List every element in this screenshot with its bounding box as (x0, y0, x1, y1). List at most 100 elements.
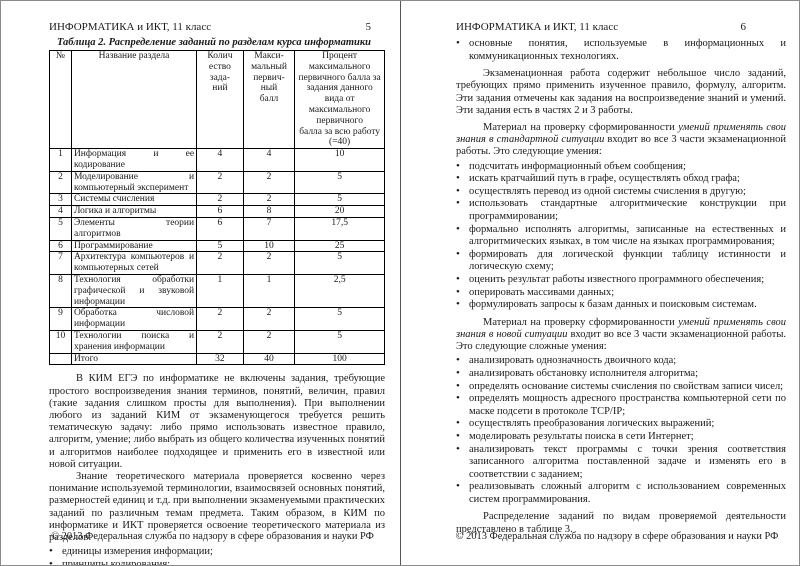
paragraph-distribution: Распределение заданий по видам проверяем… (456, 511, 786, 535)
table-cell: Технологии поиска и хранения информации (70, 329, 198, 354)
table-header-cell: Макси- мальный первич- ный балл (242, 49, 296, 150)
paragraph-text: Материал на проверку сформированности (483, 122, 679, 133)
page-header: ИНФОРМАТИКА и ИКТ, 11 класс 5 (49, 21, 385, 34)
table-cell: 5 (294, 170, 385, 195)
table-cell: 5 (196, 239, 244, 253)
table-cell: 2 (196, 170, 244, 195)
list-item: реализовывать сложный алгоритм с использ… (456, 480, 786, 506)
paragraph-exam: Экзаменационная работа содержит небольшо… (456, 68, 786, 116)
list-item: анализировать обстановку исполнителя алг… (456, 367, 786, 381)
table-cell: 4 (49, 205, 72, 218)
table-cell: 2 (242, 307, 296, 331)
paragraph-standard-skills: Материал на проверку сформированности ум… (456, 122, 786, 159)
paragraph-text: входит во все 3 части экзаменационной ра… (456, 328, 786, 353)
table-row: 6 Программирование 5 10 25 (49, 239, 385, 253)
list-item: осуществлять перевод из одной системы сч… (456, 185, 786, 199)
table-cell: Программирование (70, 239, 198, 253)
table-cell: 4 (242, 148, 296, 172)
table-cell: 10 (294, 148, 385, 172)
table-row: 3 Системы счисления 2 2 5 (49, 193, 385, 207)
table-cell: 2 (196, 251, 244, 275)
table-cell: 8 (49, 273, 72, 309)
table-cell: 10 (49, 329, 72, 354)
table-cell: 6 (196, 216, 244, 241)
table-cell: Информация и ее кодирование (70, 148, 198, 172)
list-item: подсчитать информационный объем сообщени… (456, 160, 786, 174)
table-cell: 25 (294, 239, 385, 253)
table-cell: 6 (49, 239, 72, 253)
list-item: формально исполнять алгоритмы, записанны… (456, 223, 786, 249)
standard-skills-list: подсчитать информационный объем сообщени… (456, 160, 786, 312)
table-row: 8 Технология обработки графической и зву… (49, 273, 385, 309)
list-item: анализировать однозначность двоичного ко… (456, 354, 786, 368)
table-cell (49, 352, 72, 366)
table-cell: 2 (196, 193, 244, 207)
table-header-row: № Название раздела Колич ество зада- ний… (49, 49, 385, 150)
list-item: оценить результат работы известного прог… (456, 273, 786, 287)
list-item: использовать стандартные алгоритмические… (456, 197, 786, 223)
table-row: 7 Архитектура компьютеров и компьютерных… (49, 251, 385, 275)
running-title: ИНФОРМАТИКА и ИКТ, 11 класс (49, 21, 212, 33)
paragraph-text: входит во все 3 части экзаменационной ра… (456, 134, 786, 158)
table-cell: Технология обработки графической и звуко… (70, 273, 198, 309)
table-cell: Обработка числовой информации (70, 307, 198, 331)
table-cell: Моделирование и компьютерный эксперимент (70, 170, 198, 195)
table-cell: Системы счисления (70, 193, 198, 207)
theory-sections-list: единицы измерения информации; принципы к… (49, 545, 385, 565)
table-header-cell: № (49, 49, 72, 150)
table-row: 9 Обработка числовой информации 2 2 5 (49, 307, 385, 331)
table-cell: 2 (196, 307, 244, 331)
list-item: осуществлять преобразования логических в… (456, 417, 786, 431)
table-cell: 1 (196, 273, 244, 309)
list-item: оперировать массивами данных; (456, 286, 786, 300)
table-cell: 4 (196, 148, 244, 172)
table-cell: 1 (242, 273, 296, 309)
table-row: 10 Технологии поиска и хранения информац… (49, 329, 385, 354)
table-cell: 32 (196, 352, 244, 366)
table-cell: Логика и алгоритмы (70, 205, 198, 218)
table-cell: 17,5 (294, 216, 385, 241)
distribution-table: № Название раздела Колич ество зада- ний… (49, 49, 385, 366)
table-cell: 2 (196, 329, 244, 354)
complex-skills-list: анализировать однозначность двоичного ко… (456, 354, 786, 506)
table-row: 5 Элементы теории алгоритмов 6 7 17,5 (49, 216, 385, 241)
copyright-footer: © 2013 Федеральная служба по надзору в с… (455, 531, 779, 542)
emphasized-phrase: умений применять свои знания в новой сит… (456, 316, 786, 340)
list-item: анализировать текст программы с точки зр… (456, 443, 786, 482)
table-row: 2 Моделирование и компьютерный экспериме… (49, 170, 385, 195)
table-cell: 9 (49, 307, 72, 331)
table-cell: 100 (294, 352, 385, 366)
list-item: моделировать результаты поиска в сети Ин… (456, 430, 786, 444)
table-cell: 2 (242, 193, 296, 207)
list-item: принципы кодирования; (49, 558, 385, 565)
table-cell: 2 (49, 170, 72, 195)
table-cell: 5 (49, 216, 72, 241)
table-cell: 5 (294, 193, 385, 207)
table-cell: 2,5 (294, 273, 385, 309)
list-item: определять мощность адресного пространст… (456, 392, 786, 418)
table-row: 4 Логика и алгоритмы 6 8 20 (49, 205, 385, 218)
paragraph-text: Материал на проверку сформированности (483, 316, 679, 328)
table-header-cell: Колич ество зада- ний (196, 49, 244, 150)
carryover-list: основные понятия, используемые в информа… (456, 37, 786, 63)
table-cell: 2 (242, 329, 296, 354)
table-cell: 2 (242, 251, 296, 275)
list-item: формировать для логической функции табли… (456, 248, 786, 274)
paragraph-theory: Знание теоретического материала проверяе… (49, 470, 385, 543)
page-header: ИНФОРМАТИКА и ИКТ, 11 класс 6 (456, 21, 786, 34)
table-row: 1 Информация и ее кодирование 4 4 10 (49, 148, 385, 172)
table-caption: Таблица 2. Распределение заданий по разд… (56, 37, 372, 48)
table-cell: 7 (49, 251, 72, 275)
page-5: ИНФОРМАТИКА и ИКТ, 11 класс 5 Таблица 2.… (1, 1, 400, 565)
table-cell: 7 (242, 216, 296, 241)
table-cell: 40 (242, 352, 296, 366)
table-cell: 10 (242, 239, 296, 253)
table-cell: 8 (242, 205, 296, 218)
running-title: ИНФОРМАТИКА и ИКТ, 11 класс (456, 21, 619, 33)
table-cell: 1 (49, 148, 72, 172)
paragraph-kim: В КИМ ЕГЭ по информатике не включены зад… (49, 373, 385, 470)
list-item: единицы измерения информации; (49, 545, 385, 559)
table-header-cell: Название раздела (70, 49, 198, 150)
list-item: формулировать запросы к базам данных и п… (456, 298, 786, 312)
